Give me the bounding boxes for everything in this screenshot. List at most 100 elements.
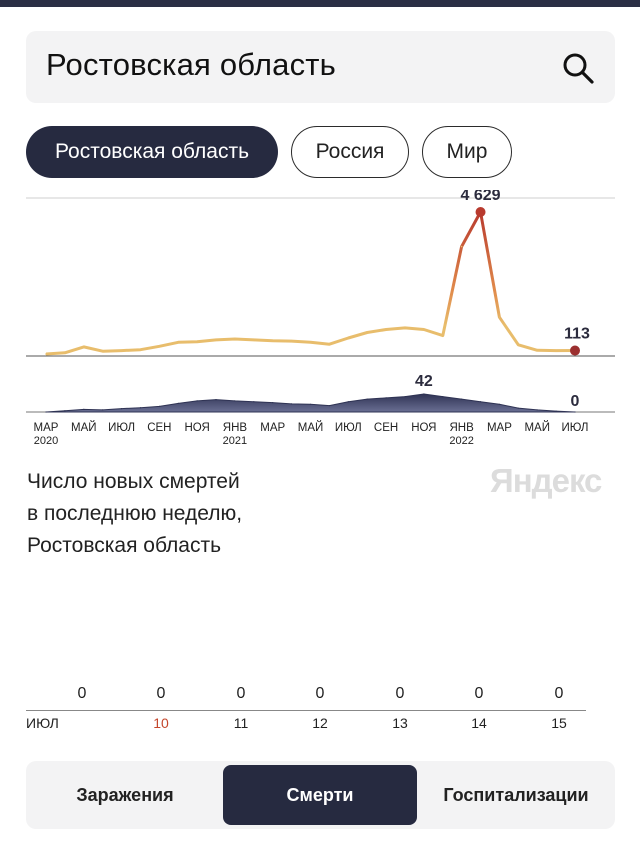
line-point [215, 339, 217, 341]
line-point [64, 352, 66, 354]
area-point [291, 403, 293, 405]
x-tick-label: МАР [487, 422, 512, 434]
area-point [536, 409, 538, 411]
line-point [139, 348, 142, 351]
covid-chart: 4 629 113 42 0 МАР 2020 МАЙ ИЮЛ СЕН НОЯ ЯНВ 2021 МА… [0, 187, 640, 460]
area-peak-label: 42 [415, 373, 433, 390]
line-point [404, 327, 406, 329]
x-tick-label: МАР [260, 422, 285, 434]
weekly-value: 0 [474, 685, 484, 702]
line-point [101, 350, 104, 352]
x-tick-label: НОЯ [411, 422, 436, 434]
area-point [309, 403, 312, 405]
weekly-day-label: 11 [233, 715, 249, 731]
tab-label: Мир [446, 140, 488, 163]
weekly-value: 0 [315, 685, 325, 702]
line-point [234, 338, 236, 340]
search-icon[interactable] [561, 51, 595, 85]
peak-value-label: 4 629 [461, 190, 501, 204]
line-point [423, 328, 425, 331]
line-point [498, 316, 501, 318]
tab-hospitalizations[interactable]: Госпитализации [417, 761, 615, 829]
x-tick-label: ЯНВ [450, 422, 475, 434]
area-point [555, 410, 557, 412]
x-tick-label: МАР [34, 422, 59, 434]
x-tick-label: ИЮЛ [562, 422, 589, 434]
line-point [328, 343, 331, 345]
last-marker [570, 345, 580, 356]
weekly-value: 0 [236, 685, 246, 702]
x-tick-label: НОЯ [184, 422, 209, 434]
line-point [442, 334, 444, 337]
area-point [177, 402, 179, 404]
weekly-value: 0 [77, 685, 87, 702]
metric-tabs: Заражения Смерти Госпитализации [26, 761, 615, 829]
area-point [121, 408, 123, 410]
description-line: Ростовская область [27, 534, 222, 557]
weekly-value: 0 [395, 685, 405, 702]
area-last-label: 0 [571, 393, 580, 410]
line-point [158, 345, 161, 348]
tab-rostov-region[interactable]: Ростовская область [26, 126, 278, 178]
area-point [234, 400, 236, 402]
description-line: в последнюю неделю, [27, 502, 243, 525]
area-point [574, 411, 576, 413]
cases-series-line [45, 210, 576, 356]
search-field[interactable]: Ростовская область [26, 31, 615, 103]
area-point [253, 401, 255, 403]
line-point [120, 349, 123, 352]
tab-russia[interactable]: Россия [291, 126, 409, 178]
area-point [102, 409, 104, 411]
weekly-axis-line [26, 710, 586, 711]
tab-label: Госпитализации [443, 784, 589, 805]
weekly-month-label: ИЮЛ [26, 715, 59, 731]
line-point [196, 340, 198, 343]
tab-infections[interactable]: Заражения [26, 761, 224, 829]
area-point [272, 402, 274, 404]
x-tick-label: СЕН [147, 422, 171, 434]
line-point [177, 341, 180, 344]
line-point [536, 349, 538, 352]
area-point [328, 405, 330, 407]
x-tick-label: СЕН [374, 422, 398, 434]
x-tick-label: ЯНВ [223, 422, 248, 434]
yandex-logo: Яндекс [490, 462, 602, 499]
area-point [442, 396, 444, 398]
tab-label: Ростовская область [54, 140, 250, 163]
line-point [309, 341, 312, 344]
x-tick-year: 2020 [34, 435, 58, 447]
tab-deaths[interactable]: Смерти [223, 765, 417, 825]
tab-world[interactable]: Мир [422, 126, 512, 178]
weekly-value: 0 [554, 685, 564, 702]
line-point [517, 344, 520, 346]
x-tick-label: ИЮЛ [335, 422, 362, 434]
tab-label: Смерти [286, 784, 354, 805]
weekly-values: 0 0 0 0 0 0 0 ИЮЛ 10 11 12 13 14 15 [0, 680, 640, 740]
line-point [290, 340, 293, 342]
description-line: Число новых смертей [27, 470, 240, 493]
last-value-label: 113 [564, 326, 590, 343]
area-point [423, 393, 425, 395]
weekly-value: 0 [156, 685, 166, 702]
deaths-series-area [45, 393, 576, 413]
chart-description: Число новых смертей в последнюю неделю, … [27, 466, 242, 562]
line-point [460, 245, 463, 248]
weekly-day-label: 14 [471, 715, 487, 731]
x-tick-year: 2022 [449, 435, 473, 447]
x-tick-label: МАЙ [298, 421, 324, 434]
line-point [45, 353, 47, 355]
area-point [139, 407, 142, 409]
area-point [498, 403, 500, 405]
area-point [461, 398, 463, 400]
line-point [347, 337, 350, 339]
line-point [253, 339, 255, 341]
line-point [555, 349, 557, 352]
area-point [83, 408, 85, 410]
line-point [385, 328, 387, 331]
area-point [215, 399, 217, 401]
peak-marker [475, 207, 486, 217]
tab-label: Заражения [76, 784, 174, 805]
weekly-day-label: 15 [551, 715, 567, 731]
line-point [83, 346, 85, 348]
search-input[interactable]: Ростовская область [46, 47, 337, 82]
